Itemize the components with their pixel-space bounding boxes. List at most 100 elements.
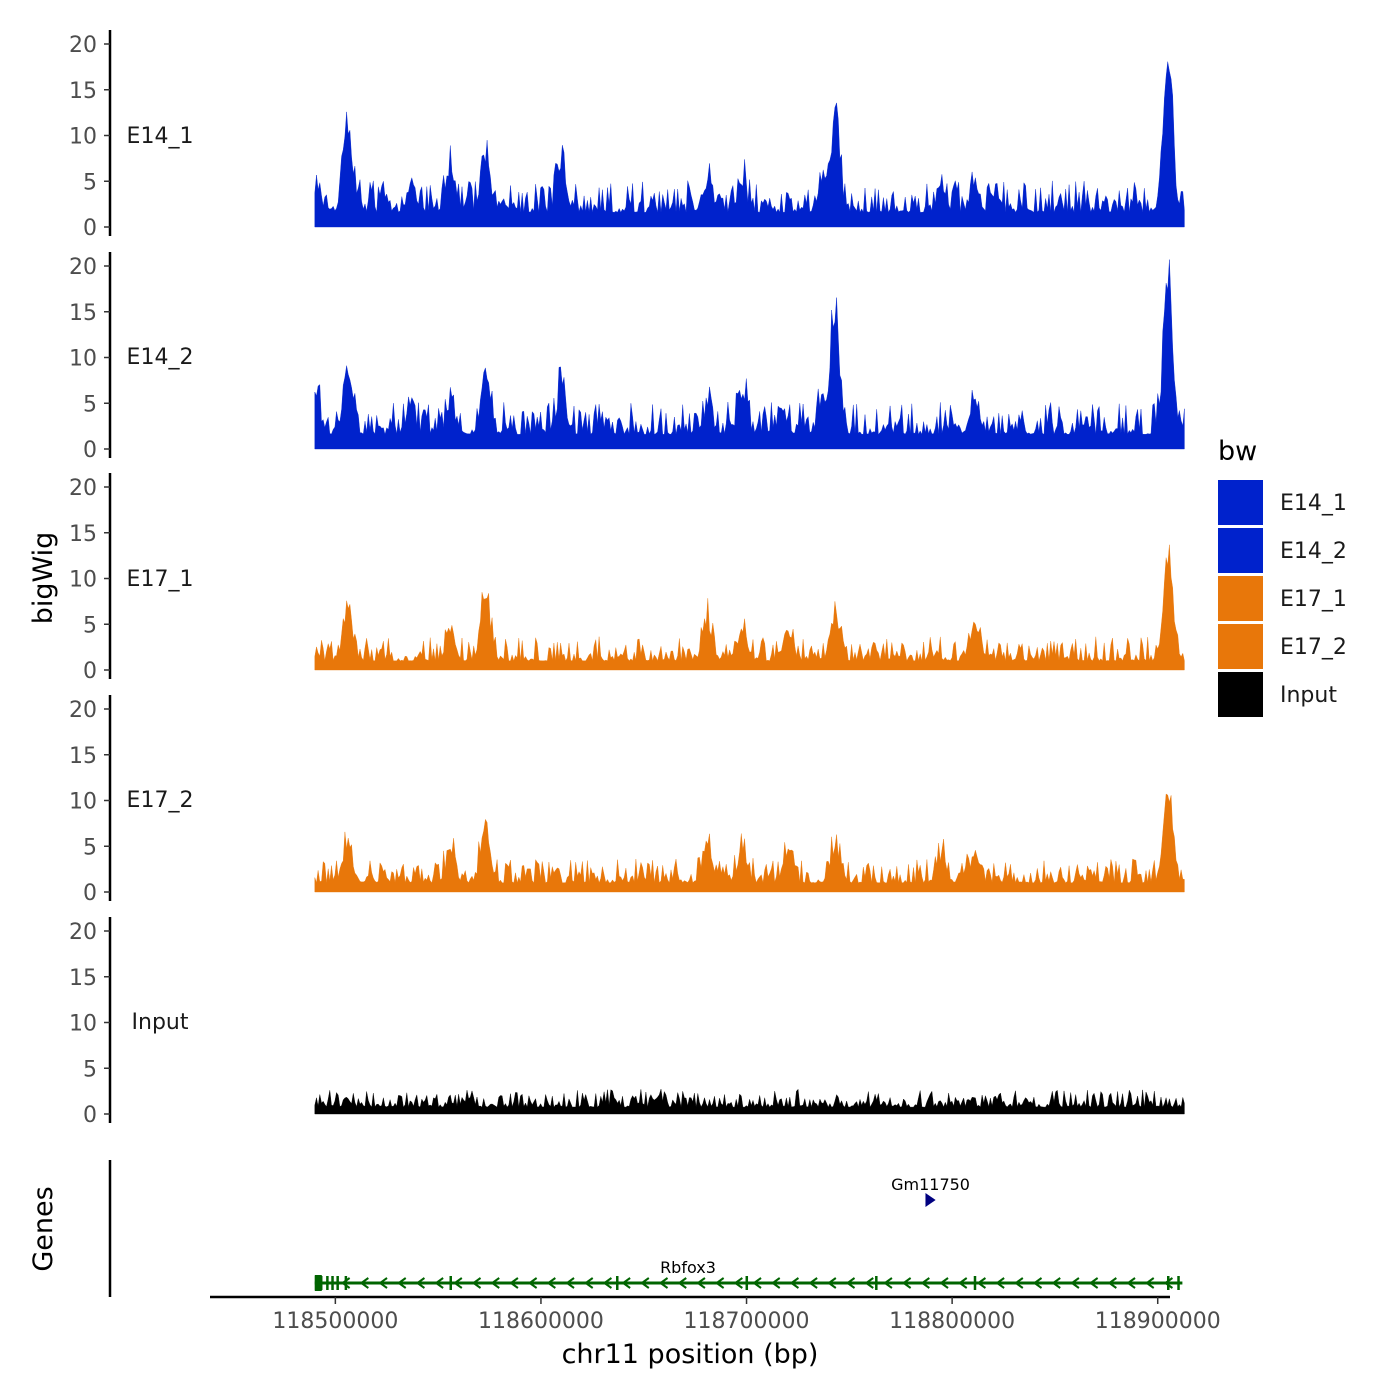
strand-arrow [453,1277,463,1289]
y-tick-label: 15 [69,966,97,991]
strand-arrow [602,1277,613,1289]
strand-arrow [1107,1277,1117,1289]
track-label: E14_2 [127,345,194,370]
strand-arrow [490,1277,500,1289]
track-E17_2: 0 5 10 15 20 E17_2 [69,695,1185,906]
y-axis-title: bigWig [28,532,59,625]
signal-area-Input [314,1088,1185,1115]
strand-arrow [714,1277,725,1289]
strand-arrow [565,1277,575,1289]
strand-arrow [1014,1277,1024,1289]
y-tick-label: 10 [69,125,97,150]
legend-label: E17_2 [1280,635,1347,660]
strand-arrow [976,1277,987,1289]
strand-arrow [546,1277,556,1289]
strand-arrow [527,1277,538,1289]
exon [973,1276,977,1290]
strand-arrow [995,1277,1005,1289]
y-tick-label: 0 [83,216,97,241]
y-tick-label: 10 [69,568,97,593]
exon [745,1276,749,1290]
y-tick-label: 0 [83,881,97,906]
exon [616,1276,619,1290]
strand-arrow [471,1277,482,1289]
signal-area-E17_2 [314,793,1185,893]
legend-label: E17_1 [1280,587,1347,612]
strand-arrow [1032,1277,1043,1289]
y-tick-label: 5 [83,835,97,860]
y-tick-label: 15 [69,301,97,326]
y-tick-label: 5 [83,1057,97,1082]
legend: bw E14_1 E14_2 E17_1 E17_2 Input [1218,436,1347,717]
strand-arrow [901,1277,912,1289]
strand-arrow [958,1277,968,1289]
y-tick-label: 20 [69,255,97,280]
exon [449,1276,452,1290]
signal-area-E14_1 [314,61,1185,228]
track-label: E14_1 [127,124,194,149]
track-label: E17_2 [127,788,194,813]
signal-area-E17_1 [314,544,1185,671]
y-tick-label: 5 [83,613,97,638]
strand-arrow [789,1277,800,1289]
x-tick-label: 118500000 [272,1309,398,1334]
gene-label: Rbfox3 [660,1258,716,1277]
gene-Gm11750: Gm11750 [891,1175,970,1207]
track-E17_1: 0 5 10 15 20 E17_1 [69,473,1185,684]
exon [344,1276,348,1290]
y-tick-label: 5 [83,170,97,195]
strand-arrow [752,1277,762,1289]
legend-swatch [1218,576,1263,621]
y-tick-label: 5 [83,392,97,417]
x-axis: 118500000 118600000 118700000 118800000 1189… [210,1295,1221,1334]
y-tick-label: 20 [69,476,97,501]
strand-arrow [827,1277,837,1289]
gene-label: Gm11750 [891,1175,970,1194]
strand-arrow [658,1277,669,1289]
y-tick-label: 20 [69,698,97,723]
signal-area-E14_2 [314,259,1185,450]
strand-arrow [925,1193,936,1207]
exon [331,1276,334,1290]
x-tick-label: 118600000 [478,1309,604,1334]
y-tick-label: 10 [69,1012,97,1037]
track-E14_2: 0 5 10 15 20 E14_2 [69,252,1185,463]
strand-arrow [397,1277,407,1289]
y-tick-label: 0 [83,659,97,684]
legend-title: bw [1218,436,1257,467]
y-tick-label: 0 [83,438,97,463]
strand-arrow [1051,1277,1061,1289]
gene-Rbfox3: Rbfox3 [314,1258,1183,1291]
strand-arrow [864,1277,874,1289]
exon [875,1276,878,1290]
y-tick-label: 20 [69,920,97,945]
track-E14_1: 0 5 10 15 20 E14_1 [69,30,1185,241]
strand-arrow [696,1277,706,1289]
y-tick-label: 20 [69,33,97,58]
legend-label: E14_1 [1280,491,1347,516]
strand-arrow [733,1277,743,1289]
strand-arrow [1145,1277,1155,1289]
x-axis-title: chr11 position (bp) [562,1339,819,1370]
strand-arrow [771,1277,781,1289]
track-label: Input [132,1010,189,1035]
legend-swatch [1218,528,1263,573]
strand-arrow [415,1277,426,1289]
strand-arrow [1163,1277,1174,1289]
y-tick-label: 0 [83,1103,97,1128]
x-tick-label: 118900000 [1095,1309,1221,1334]
strand-arrow [584,1277,594,1289]
strand-arrow [359,1277,369,1289]
legend-label: E14_2 [1280,539,1347,564]
legend-swatch [1218,480,1263,525]
strand-arrow [939,1277,949,1289]
strand-arrow [640,1277,650,1289]
strand-arrow [509,1277,519,1289]
gene-track: Gm11750 Rbfox3 [108,1160,1183,1297]
legend-swatch [1218,624,1263,669]
strand-arrow [1070,1277,1080,1289]
y-tick-label: 10 [69,790,97,815]
strand-arrow [340,1277,351,1289]
